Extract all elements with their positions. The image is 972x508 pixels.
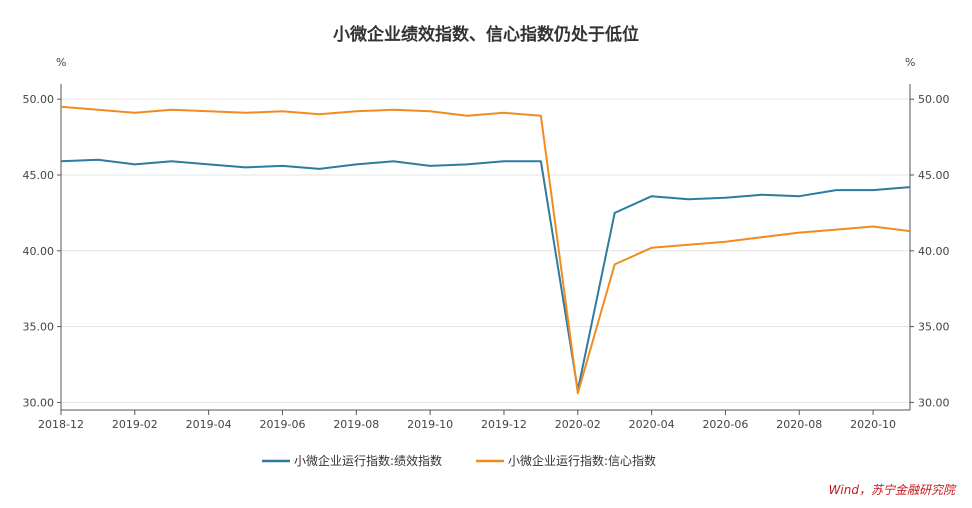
axes: 30.00 30.00 35.00 35.00 40.00 40.00 45.00 45.00… bbox=[23, 84, 950, 431]
left-y-tick-label: 30.00 bbox=[23, 396, 55, 409]
x-tick-label: 2020-02 bbox=[555, 418, 601, 431]
legend-label-performance: 小微企业运行指数:绩效指数 bbox=[294, 453, 442, 468]
x-tick-label: 2019-10 bbox=[407, 418, 453, 431]
x-tick-label: 2019-04 bbox=[186, 418, 232, 431]
x-tick-label: 2020-10 bbox=[850, 418, 896, 431]
x-tick-label: 2019-12 bbox=[481, 418, 527, 431]
chart-title: 小微企业绩效指数、信心指数仍处于低位 bbox=[333, 24, 639, 45]
right-y-tick-label: 50.00 bbox=[918, 93, 950, 106]
left-y-tick-label: 40.00 bbox=[23, 245, 55, 258]
right-axis-unit: % bbox=[905, 56, 915, 69]
series-line-performance bbox=[60, 158, 911, 392]
series-line-confidence bbox=[60, 105, 911, 395]
right-y-tick-label: 45.00 bbox=[918, 169, 950, 182]
x-tick-label: 2020-06 bbox=[702, 418, 748, 431]
legend-label-confidence: 小微企业运行指数:信心指数 bbox=[508, 453, 656, 468]
x-tick-label: 2019-02 bbox=[112, 418, 158, 431]
grid-lines bbox=[61, 98, 910, 403]
source-note: Wind，苏宁金融研究院 bbox=[829, 483, 957, 497]
x-tick-label: 2019-08 bbox=[333, 418, 379, 431]
right-y-tick-label: 35.00 bbox=[918, 321, 950, 334]
legend: 小微企业运行指数:绩效指数 小微企业运行指数:信心指数 bbox=[262, 453, 656, 468]
right-y-tick-label: 30.00 bbox=[918, 396, 950, 409]
left-axis-unit: % bbox=[56, 56, 66, 69]
left-y-tick-label: 35.00 bbox=[23, 321, 55, 334]
left-y-tick-label: 50.00 bbox=[23, 93, 55, 106]
x-tick-label: 2019-06 bbox=[259, 418, 305, 431]
x-tick-label: 2020-04 bbox=[629, 418, 675, 431]
x-tick-label: 2018-12 bbox=[38, 418, 84, 431]
left-y-tick-label: 45.00 bbox=[23, 169, 55, 182]
x-tick-label: 2020-08 bbox=[776, 418, 822, 431]
series-lines bbox=[60, 105, 911, 395]
right-y-tick-label: 40.00 bbox=[918, 245, 950, 258]
